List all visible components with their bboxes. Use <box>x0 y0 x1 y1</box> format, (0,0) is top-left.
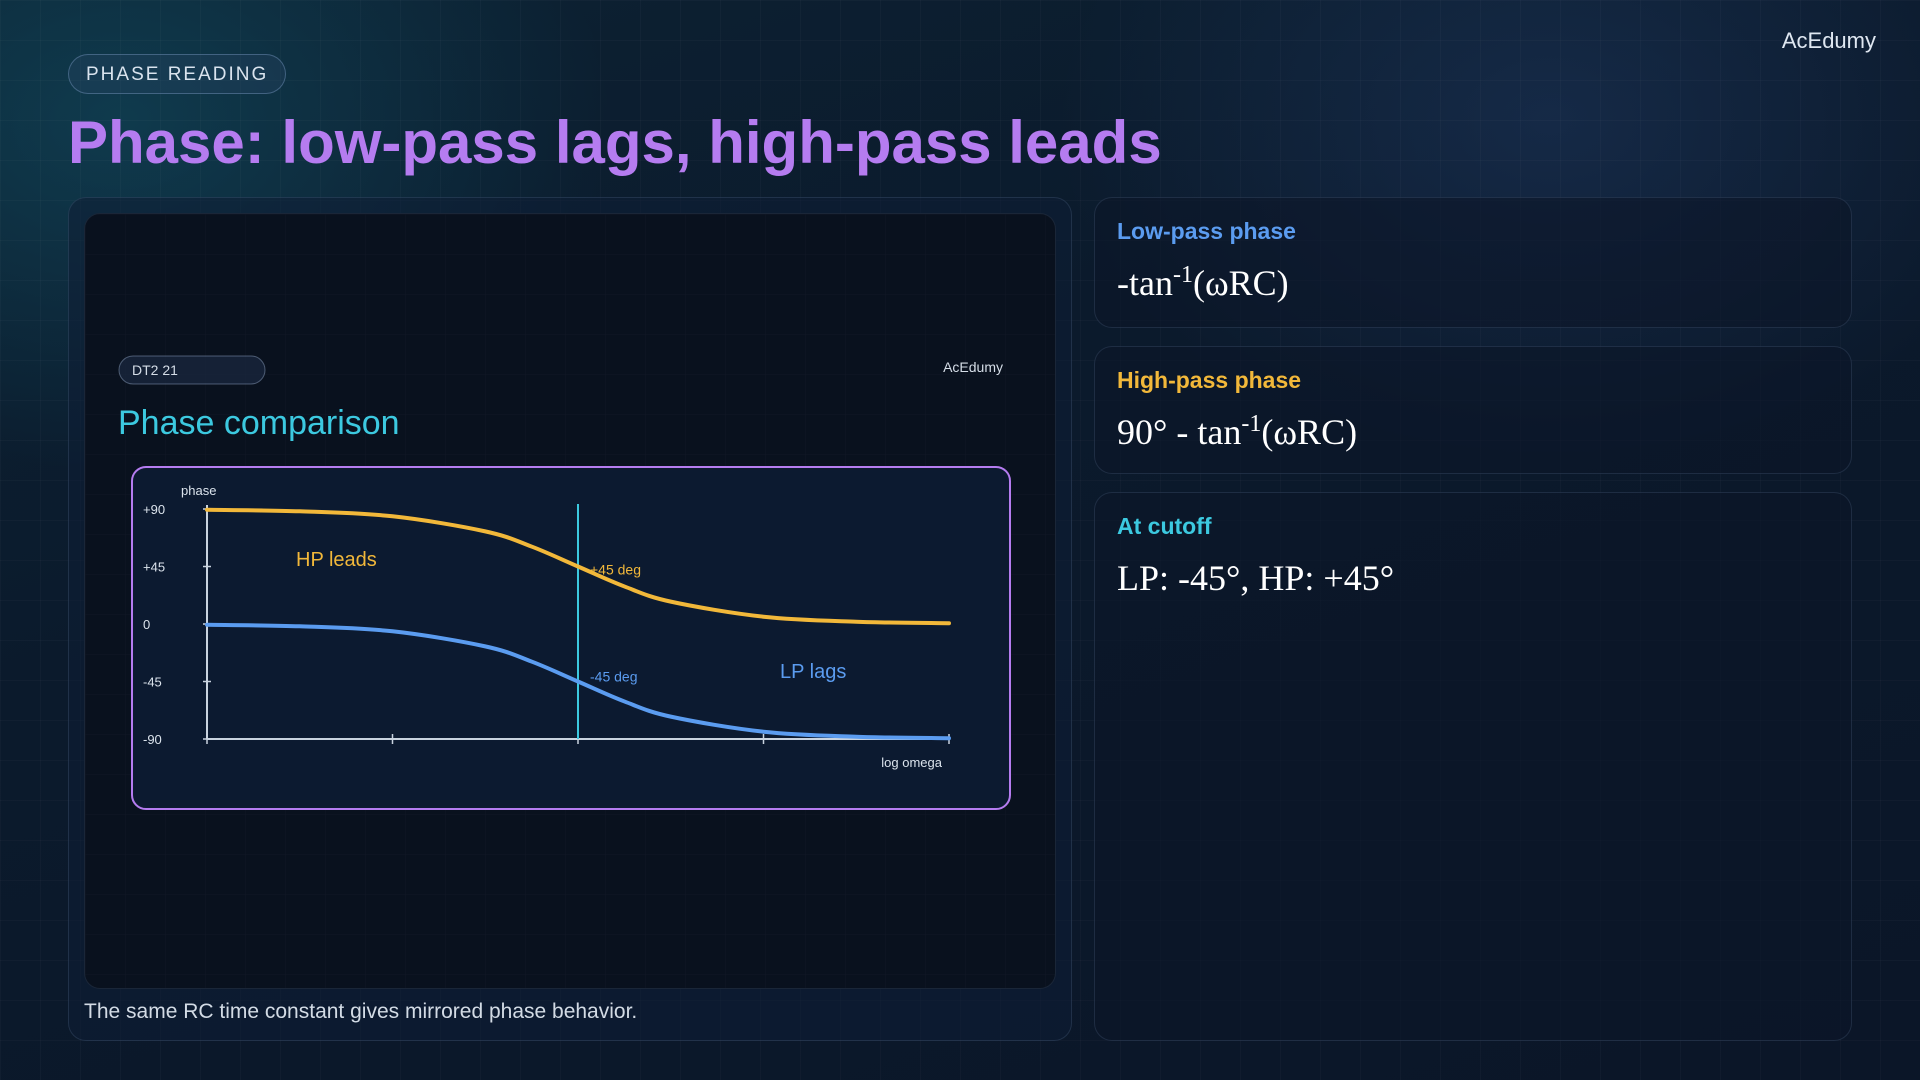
brand-logo: AcEdumy <box>1781 28 1876 53</box>
highpass-formula-main: 90° - tan <box>1117 412 1242 452</box>
y-tick-label: -45 <box>143 675 162 690</box>
figure-brand: AcEdumy <box>943 359 1003 375</box>
x-axis-label: log omega <box>881 755 942 770</box>
lowpass-formula-argument: (ωRC) <box>1192 263 1289 303</box>
y-tick-label: +45 <box>143 560 165 575</box>
highpass-label: High-pass phase <box>1117 367 1302 393</box>
lowpass-formula-exponent: -1 <box>1172 262 1193 288</box>
lp-phase-line <box>205 622 951 741</box>
highpass-formula-exponent: -1 <box>1241 411 1262 437</box>
lowpass-formula-main: -tan <box>1117 263 1173 303</box>
hp-cutoff-annotation: +45 deg <box>590 562 641 578</box>
hp-phase-line <box>205 507 951 626</box>
figure-heading: Phase comparison <box>118 404 400 442</box>
highpass-formula-argument: (ωRC) <box>1261 412 1358 452</box>
highpass-card: High-pass phase 90° - tan-1(ωRC) <box>1094 346 1852 474</box>
lowpass-card: Low-pass phase -tan-1(ωRC) <box>1094 197 1852 328</box>
hp-series-label: HP leads <box>296 549 377 571</box>
lp-series-label: LP lags <box>780 661 846 683</box>
highpass-formula: 90° - tan-1(ωRC) <box>1117 411 1357 453</box>
y-axis-label: phase <box>181 483 216 498</box>
figure-card: DT2 21 AcEdumy Phase comparison +90 +45 0 -… <box>68 197 1072 1041</box>
figure-caption: The same RC time constant gives mirrored… <box>84 1000 638 1023</box>
y-tick-label: +90 <box>143 502 165 517</box>
phase-chart: DT2 21 AcEdumy Phase comparison +90 +45 0 -… <box>85 214 1055 988</box>
page-title: Phase: low-pass lags, high-pass leads <box>68 109 1162 176</box>
figure-badge-frame <box>118 355 266 385</box>
plot-frame <box>131 466 1011 810</box>
y-tick-label: -90 <box>143 732 162 747</box>
lowpass-formula: -tan-1(ωRC) <box>1117 262 1289 304</box>
cutoff-card: At cutoff LP: -45°, HP: +45° <box>1094 492 1852 1041</box>
figure-panel: DT2 21 AcEdumy Phase comparison +90 +45 0 -… <box>84 213 1056 989</box>
lp-cutoff-annotation: -45 deg <box>590 669 637 685</box>
cutoff-label: At cutoff <box>1117 513 1212 539</box>
section-tag: PHASE READING <box>68 54 287 94</box>
cutoff-formula: LP: -45°, HP: +45° <box>1117 558 1395 598</box>
lowpass-label: Low-pass phase <box>1117 218 1296 244</box>
figure-badge: DT2 21 <box>132 362 178 378</box>
y-tick-label: 0 <box>143 617 150 632</box>
